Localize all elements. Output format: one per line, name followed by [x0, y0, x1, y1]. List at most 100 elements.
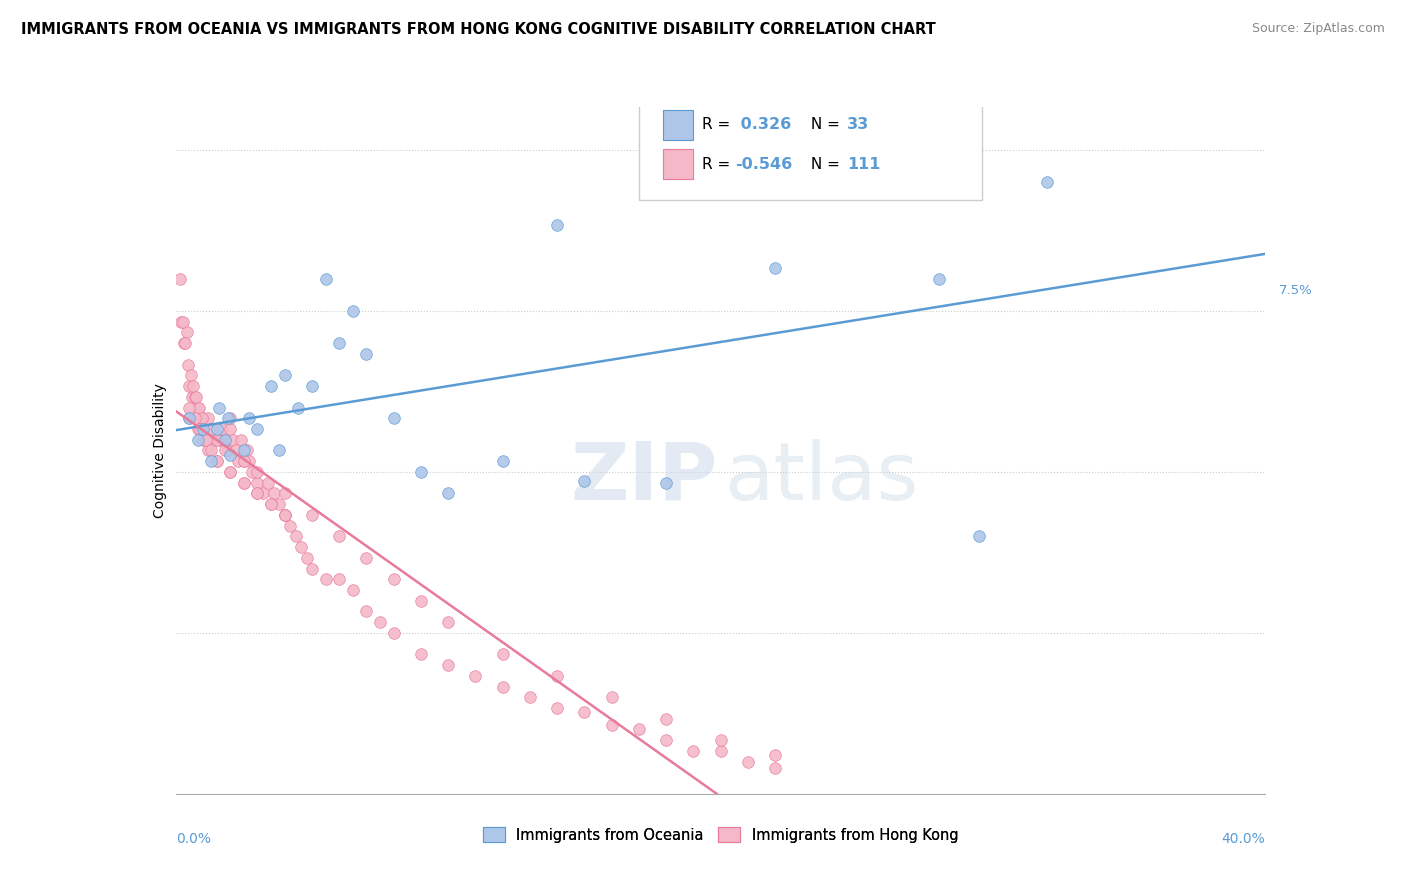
- Point: [172, 315, 194, 329]
- Point: [252, 486, 274, 500]
- Point: [184, 411, 207, 425]
- Point: [246, 486, 269, 500]
- Point: [737, 755, 759, 769]
- Point: [655, 733, 678, 747]
- Text: 40.0%: 40.0%: [1222, 831, 1265, 846]
- Point: [219, 448, 242, 462]
- Text: N =: N =: [806, 118, 845, 132]
- Point: [257, 475, 280, 490]
- Point: [342, 304, 364, 318]
- Point: [274, 486, 297, 500]
- Point: [208, 401, 231, 415]
- Point: [269, 497, 291, 511]
- Text: 111: 111: [846, 157, 880, 171]
- Point: [600, 718, 623, 732]
- Point: [205, 422, 228, 436]
- Point: [682, 744, 704, 758]
- Point: [260, 379, 283, 393]
- Point: [169, 271, 191, 285]
- Point: [437, 615, 460, 630]
- Y-axis label: Cognitive Disability: Cognitive Disability: [153, 383, 167, 518]
- Point: [240, 465, 263, 479]
- Point: [191, 433, 214, 447]
- Point: [328, 336, 350, 351]
- Point: [188, 422, 211, 436]
- Point: [219, 422, 242, 436]
- Text: IMMIGRANTS FROM OCEANIA VS IMMIGRANTS FROM HONG KONG COGNITIVE DISABILITY CORREL: IMMIGRANTS FROM OCEANIA VS IMMIGRANTS FR…: [21, 22, 936, 37]
- Point: [187, 401, 209, 415]
- Point: [205, 428, 228, 442]
- Point: [179, 401, 201, 415]
- Point: [328, 572, 350, 586]
- Point: [382, 572, 405, 586]
- Point: [235, 443, 257, 458]
- Point: [214, 433, 236, 447]
- Point: [186, 390, 208, 404]
- Point: [382, 411, 405, 425]
- Point: [492, 454, 515, 468]
- Point: [409, 465, 432, 479]
- Point: [186, 433, 209, 447]
- Point: [246, 465, 269, 479]
- Point: [274, 508, 297, 522]
- Point: [546, 701, 568, 715]
- Point: [180, 368, 202, 383]
- Point: [246, 422, 269, 436]
- Point: [231, 433, 253, 447]
- Point: [211, 422, 233, 436]
- Point: [194, 422, 217, 436]
- Point: [232, 475, 254, 490]
- Point: [969, 529, 991, 543]
- Point: [301, 561, 323, 575]
- Point: [228, 454, 250, 468]
- Point: [232, 443, 254, 458]
- Point: [437, 486, 460, 500]
- Point: [200, 422, 222, 436]
- Point: [246, 486, 269, 500]
- Text: R =: R =: [702, 118, 735, 132]
- Point: [176, 326, 198, 340]
- Point: [574, 474, 596, 488]
- Point: [519, 690, 541, 705]
- Point: [188, 422, 211, 436]
- Point: [173, 336, 195, 351]
- Point: [184, 390, 207, 404]
- Point: [546, 218, 568, 232]
- Point: [763, 260, 786, 275]
- Point: [219, 465, 242, 479]
- Point: [214, 433, 236, 447]
- Point: [205, 433, 228, 447]
- Point: [183, 379, 205, 393]
- Point: [225, 443, 247, 458]
- Point: [197, 443, 219, 458]
- Point: [278, 518, 301, 533]
- Legend: Immigrants from Oceania, Immigrants from Hong Kong: Immigrants from Oceania, Immigrants from…: [477, 822, 965, 848]
- Point: [260, 497, 283, 511]
- Text: R =: R =: [702, 157, 735, 171]
- Point: [219, 465, 242, 479]
- Point: [295, 550, 318, 565]
- Point: [832, 132, 855, 146]
- Point: [238, 454, 260, 468]
- Point: [356, 604, 378, 618]
- Point: [179, 379, 201, 393]
- Point: [655, 712, 678, 726]
- Point: [217, 443, 239, 458]
- Point: [179, 411, 201, 425]
- Point: [205, 454, 228, 468]
- Point: [290, 540, 312, 554]
- Point: [342, 582, 364, 597]
- Point: [546, 669, 568, 683]
- Point: [710, 733, 733, 747]
- Point: [200, 443, 222, 458]
- Point: [177, 358, 200, 372]
- Point: [382, 626, 405, 640]
- Text: Source: ZipAtlas.com: Source: ZipAtlas.com: [1251, 22, 1385, 36]
- Point: [284, 529, 307, 543]
- Point: [274, 368, 297, 383]
- Point: [492, 680, 515, 694]
- Point: [409, 648, 432, 662]
- Point: [356, 347, 378, 361]
- Text: 7.5%: 7.5%: [1278, 285, 1312, 297]
- Point: [763, 761, 786, 775]
